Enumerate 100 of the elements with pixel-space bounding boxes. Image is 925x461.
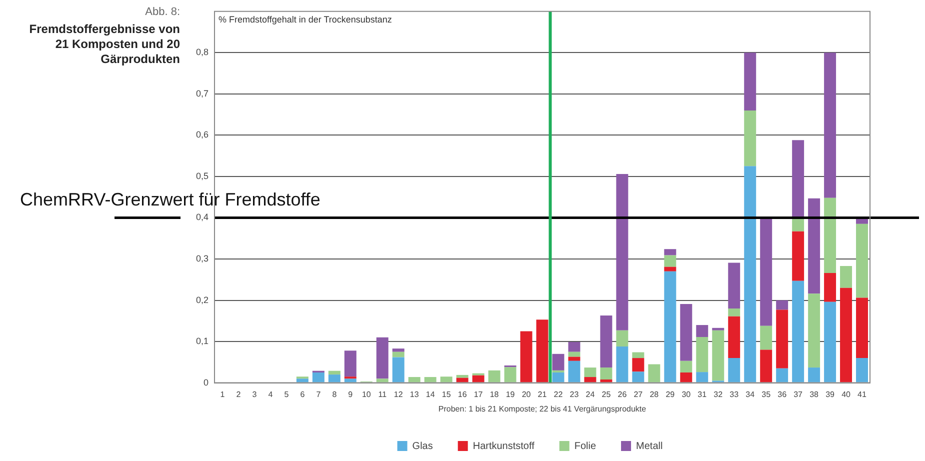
x-tick-label: 5 bbox=[284, 390, 290, 399]
legend-label: Folie bbox=[574, 440, 596, 452]
x-tick-label: 22 bbox=[554, 390, 564, 399]
bar bbox=[456, 378, 468, 382]
bar bbox=[584, 368, 596, 378]
bar bbox=[776, 310, 788, 368]
x-tick-label: 4 bbox=[268, 390, 274, 399]
bar bbox=[600, 380, 612, 382]
x-tick-label: 39 bbox=[826, 390, 836, 399]
bar bbox=[632, 352, 644, 358]
x-tick-label: 32 bbox=[714, 390, 724, 399]
x-tick-label: 20 bbox=[522, 390, 532, 399]
bar bbox=[728, 358, 740, 382]
y-tick-label: 0,8 bbox=[196, 47, 209, 58]
bar bbox=[760, 218, 772, 326]
legend-label: Hartkunststoff bbox=[472, 440, 535, 452]
bar bbox=[680, 304, 692, 361]
bar bbox=[440, 376, 452, 382]
bar bbox=[792, 140, 804, 218]
bar bbox=[808, 294, 820, 368]
bar bbox=[568, 352, 580, 357]
y-tick-label: 0,5 bbox=[196, 170, 209, 181]
bar bbox=[696, 325, 708, 337]
bar bbox=[680, 360, 692, 372]
bar bbox=[664, 255, 676, 267]
x-tick-label: 7 bbox=[316, 390, 322, 399]
bar bbox=[712, 328, 724, 330]
ref-line-label: ChemRRV-Grenzwert für Fremdstoffe bbox=[20, 190, 320, 210]
bar bbox=[568, 360, 580, 382]
bar bbox=[824, 273, 836, 302]
x-axis-title: Proben: 1 bis 21 Komposte; 22 bis 41 Vergärungsprodukte bbox=[438, 404, 647, 414]
bar bbox=[552, 354, 564, 370]
x-tick-label: 40 bbox=[842, 390, 852, 399]
chart-title: Abb. 8: bbox=[144, 6, 180, 18]
x-tick-label: 16 bbox=[458, 390, 468, 399]
x-tick-label: 17 bbox=[474, 390, 484, 399]
bar bbox=[856, 298, 868, 358]
x-tick-label: 11 bbox=[378, 390, 388, 399]
text: Fremdstoffergebnisse von 21 Komposten und 20 Gärprodukten bbox=[28, 22, 180, 67]
bar bbox=[744, 110, 756, 166]
bar bbox=[488, 370, 500, 382]
bar bbox=[776, 368, 788, 382]
y-tick-label: 0,1 bbox=[196, 336, 209, 346]
bar bbox=[520, 331, 532, 382]
x-tick-label: 30 bbox=[682, 390, 692, 399]
bar bbox=[824, 52, 836, 198]
bar bbox=[376, 378, 388, 382]
x-tick-label: 34 bbox=[746, 390, 756, 399]
y-tick-label: 0,6 bbox=[196, 130, 209, 140]
bar bbox=[696, 336, 708, 372]
bar bbox=[472, 375, 484, 382]
bar bbox=[792, 231, 804, 281]
x-tick-label: 6 bbox=[300, 390, 306, 399]
x-tick-label: 27 bbox=[634, 390, 644, 399]
y-tick-label: 0 bbox=[203, 377, 209, 388]
bar bbox=[824, 302, 836, 382]
bar bbox=[632, 372, 644, 382]
x-tick-label: 23 bbox=[570, 390, 580, 399]
bar bbox=[392, 357, 404, 382]
bar bbox=[616, 330, 628, 346]
bar bbox=[328, 370, 340, 375]
bar bbox=[696, 372, 708, 382]
x-tick-label: 18 bbox=[490, 390, 500, 399]
x-tick-label: 12 bbox=[394, 390, 404, 399]
bar bbox=[744, 52, 756, 110]
bar bbox=[808, 198, 820, 294]
bar bbox=[856, 224, 868, 298]
bar bbox=[728, 308, 740, 316]
x-tick-label: 15 bbox=[442, 390, 452, 399]
bar bbox=[424, 377, 436, 382]
bar bbox=[552, 372, 564, 382]
x-tick-label: 19 bbox=[506, 390, 516, 399]
y-axis-title: % Fremdstoffgehalt in der Trockensubstanz bbox=[218, 14, 392, 24]
y-tick-label: 0,7 bbox=[196, 88, 209, 98]
bar bbox=[808, 368, 820, 382]
bar bbox=[824, 198, 836, 274]
bar bbox=[680, 372, 692, 382]
x-tick-label: 29 bbox=[666, 390, 676, 399]
y-tick-label: 0,4 bbox=[196, 212, 209, 222]
x-tick-label: 38 bbox=[810, 390, 820, 399]
bar bbox=[632, 358, 644, 372]
bar bbox=[616, 174, 628, 330]
bar bbox=[760, 350, 772, 382]
bar bbox=[744, 166, 756, 382]
bar bbox=[408, 377, 420, 382]
x-tick-label: 25 bbox=[602, 390, 612, 399]
x-tick-label: 31 bbox=[698, 390, 708, 399]
x-tick-label: 9 bbox=[348, 390, 354, 399]
bar bbox=[568, 342, 580, 352]
y-tick-label: 0,2 bbox=[196, 294, 209, 305]
bar bbox=[840, 266, 852, 288]
x-tick-label: 21 bbox=[538, 390, 548, 399]
y-tick-label: 0,3 bbox=[196, 253, 209, 264]
x-tick-label: 26 bbox=[618, 390, 628, 399]
x-tick-label: 2 bbox=[236, 390, 242, 399]
x-tick-label: 33 bbox=[730, 390, 740, 399]
x-tick-label: 28 bbox=[650, 390, 660, 399]
bar bbox=[568, 356, 580, 361]
bar bbox=[712, 330, 724, 381]
bar bbox=[664, 249, 676, 256]
